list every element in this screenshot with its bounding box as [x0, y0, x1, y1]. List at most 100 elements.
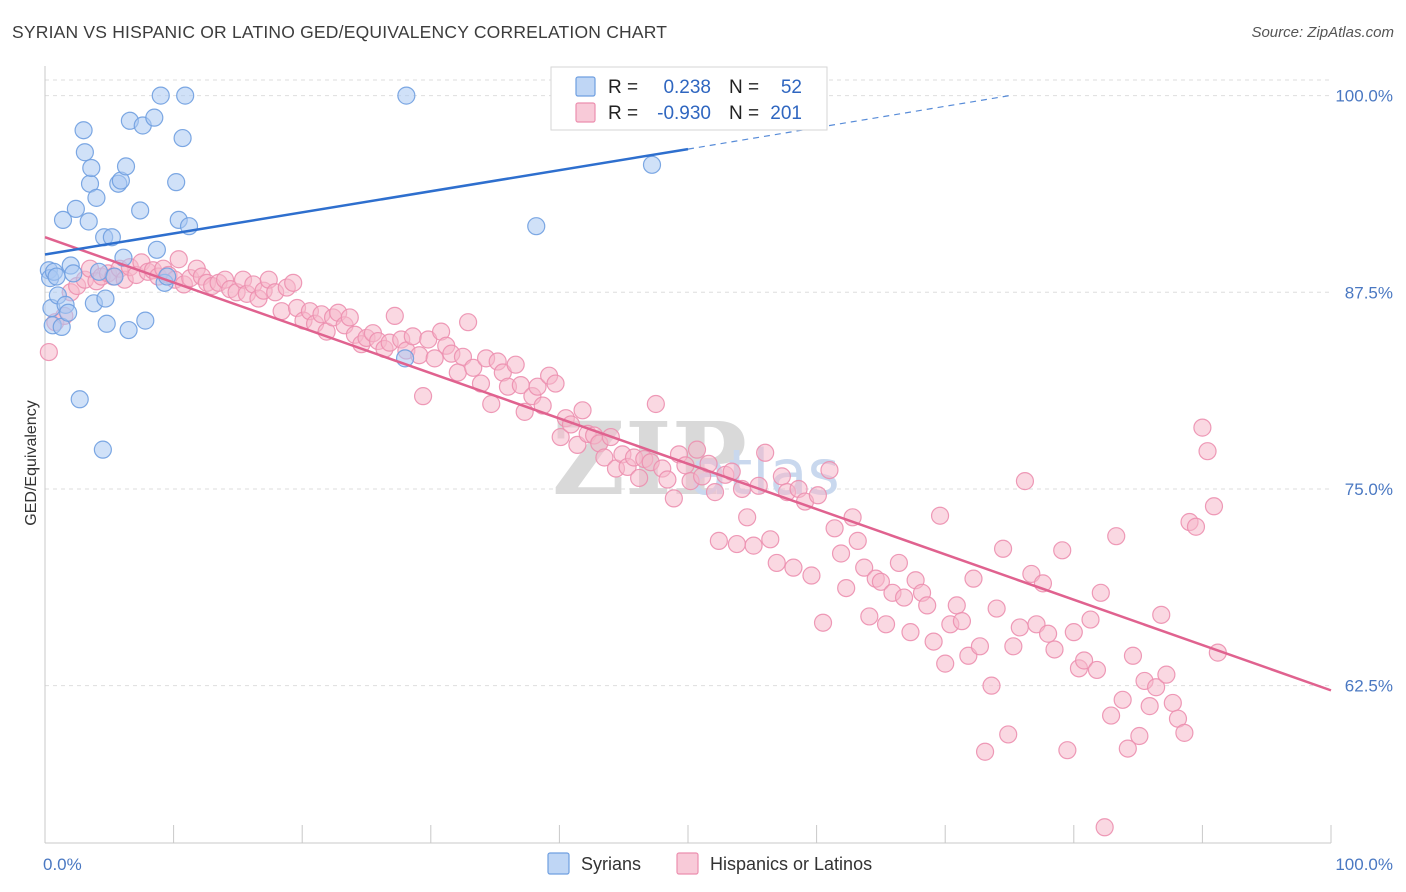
hispanic-point	[39, 342, 58, 362]
hispanic-point	[546, 374, 565, 393]
series-legend: Syrians Hispanics or Latinos	[547, 852, 872, 875]
hispanic-point	[860, 607, 879, 626]
hispanic-point	[744, 536, 763, 555]
hispanic-point	[1118, 739, 1137, 758]
hispanic-points	[39, 250, 1227, 837]
syrians-point	[79, 212, 98, 231]
hispanic-point	[1038, 624, 1058, 643]
legend-n-label-syrians: N =	[729, 77, 759, 98]
hispanic-point	[924, 632, 943, 651]
y-tick-label: 87.5%	[1345, 283, 1393, 302]
syrians-point	[136, 311, 155, 330]
hispanic-point	[1152, 605, 1171, 624]
hispanic-point	[425, 349, 444, 368]
syrians-point	[70, 390, 89, 409]
hispanic-point	[1101, 706, 1121, 725]
legend-box	[550, 66, 828, 131]
hispanic-point	[528, 377, 547, 396]
syrians-point	[59, 303, 78, 322]
x-tick-label: 0.0%	[43, 855, 82, 874]
hispanic-point	[761, 530, 780, 549]
hispanic-point	[756, 443, 775, 462]
hispanic-point	[808, 486, 827, 505]
syrian-points	[39, 86, 662, 459]
syrians-point	[151, 86, 170, 105]
syrians-point	[527, 217, 546, 236]
hispanic-point	[646, 394, 665, 414]
syrians-point	[145, 108, 164, 127]
hispanic-point	[772, 467, 791, 486]
y-tick-label: 75.0%	[1345, 480, 1393, 499]
hispanic-point	[573, 401, 592, 420]
hispanic-point	[1064, 623, 1083, 642]
syrians-point	[82, 158, 101, 178]
syrians-point	[97, 314, 116, 333]
hispanic-point	[848, 531, 867, 550]
hispanic-point	[1095, 818, 1114, 837]
hispanic-point	[987, 599, 1006, 618]
hispanic-point	[458, 313, 478, 332]
hispanic-point	[1010, 618, 1029, 637]
hispanic-point	[1081, 610, 1100, 629]
syrians-point	[96, 289, 115, 308]
hispanic-point	[1140, 697, 1159, 716]
hispanic-point	[982, 676, 1001, 695]
y-tick-labels: 100.0% 87.5% 75.0% 62.5%	[1335, 87, 1393, 696]
bottom-legend-label-hispanic: Hispanics or Latinos	[710, 854, 872, 874]
hispanic-point	[551, 427, 570, 447]
hispanic-point	[464, 358, 483, 377]
hispanic-point	[272, 302, 291, 321]
hispanic-point	[970, 637, 990, 656]
hispanic-point	[482, 394, 501, 414]
hispanic-point	[705, 483, 725, 502]
hispanic-point	[664, 489, 683, 508]
syrians-trend-line	[44, 147, 689, 256]
bottom-legend-swatch-hispanic	[676, 852, 699, 875]
hispanic-point	[1045, 640, 1064, 659]
syrians-point	[119, 320, 138, 340]
syrians-point	[116, 157, 136, 176]
axes	[44, 66, 1332, 844]
hispanic-point	[871, 572, 891, 591]
hispanic-point	[738, 508, 757, 527]
hispanic-point	[169, 250, 188, 269]
hispanic-point	[802, 566, 821, 585]
hispanic-point	[658, 470, 677, 489]
hispanic-point	[1113, 690, 1132, 709]
hispanic-point	[975, 742, 995, 761]
hispanic-point	[1107, 527, 1126, 546]
hispanic-point	[709, 531, 728, 550]
grid-lines	[45, 79, 1331, 687]
hispanic-point	[831, 544, 851, 563]
hispanic-point	[506, 355, 525, 374]
hispanic-point	[448, 363, 467, 382]
legend-r-label-hispanic: R =	[608, 103, 638, 124]
syrians-point	[105, 267, 124, 286]
legend-n-label-hispanic: N =	[729, 103, 759, 124]
syrians-point	[173, 128, 192, 148]
hispanic-point	[889, 553, 909, 573]
hispanic-point	[1193, 418, 1212, 437]
syrians-point	[74, 121, 93, 140]
chart-title: SYRIAN VS HISPANIC OR LATINO GED/EQUIVAL…	[12, 22, 668, 42]
legend-n-value-syrians: 52	[781, 77, 802, 98]
hispanic-point	[1198, 442, 1217, 461]
hispanic-point	[894, 588, 914, 607]
syrians-point	[75, 143, 94, 162]
syrians-point	[167, 173, 186, 192]
hispanic-point	[687, 440, 707, 459]
hispanic-point	[964, 569, 983, 588]
syrians-point	[87, 188, 106, 207]
syrians-point	[131, 201, 150, 220]
hispanic-point	[1015, 472, 1035, 491]
legend-swatch-hispanic	[575, 102, 596, 123]
hispanic-point	[403, 327, 422, 346]
bottom-legend-label-syrians: Syrians	[581, 854, 641, 874]
hispanic-point	[767, 553, 786, 573]
legend-n-value-hispanic: 201	[770, 103, 802, 124]
y-tick-label: 100.0%	[1335, 87, 1393, 106]
syrians-point	[47, 267, 66, 286]
hispanic-point	[1091, 583, 1110, 602]
hispanic-point	[837, 578, 856, 598]
